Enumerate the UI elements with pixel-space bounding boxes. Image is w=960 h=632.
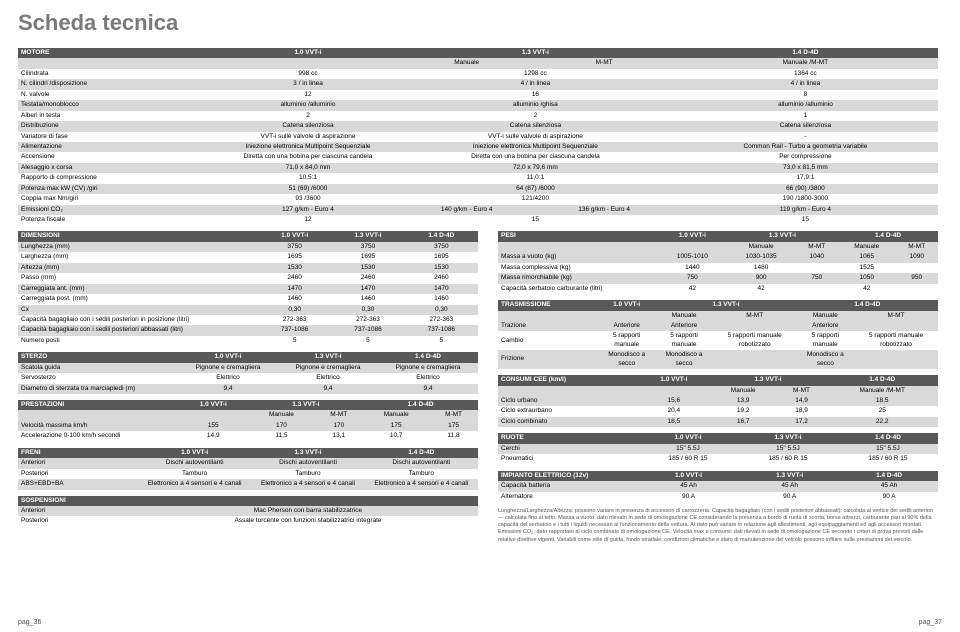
table-row: Capacità bagagliaio con i sedili posteri… [18,325,478,335]
table-row: Massa complessiva (kg)144014801525 [498,263,938,273]
prestazioni-table: PRESTAZIONI1.0 VVT-i1.3 VVT-i1.4 D-4D Ma… [18,400,478,442]
page-number-left: pag_36 [18,619,41,626]
table-row: Cx0,300,300,30 [18,305,478,315]
table-row: Coppia max Nm/giri93 /3600121/4200190 /1… [18,194,938,204]
page-number-right: pag_37 [919,619,942,626]
table-row: AccensioneDiretta con una bobina per cia… [18,152,938,162]
footnote: Lunghezza/Larghezza/Altezza: possono var… [498,508,938,544]
table-row: Ciclo urbano15,613,914,918,5 [498,396,938,406]
table-row: ABS+EBD+BAElettronico a 4 sensori e 4 ca… [18,479,478,489]
table-row: Cerchi15" 5.5J15" 5.5J15" 5.5J [498,444,938,454]
table-row: Alberi in testa221 [18,111,938,121]
table-row: Massa rimorchiabile (kg)7509007501050950 [498,273,938,283]
table-row: Altezza (mm)153015301530 [18,263,478,273]
motore-subheader: Manuale M-MT Manuale /M-MT [18,58,938,68]
consumi-table: CONSUMI CEE (km/l)1.0 VVT-i1.3 VVT-i1.4 … [498,375,938,427]
table-row: Capacità bagagliaio con i sedili posteri… [18,315,478,325]
sospensioni-table: SOSPENSIONI AnterioriMac Pherson con bar… [18,496,478,527]
table-row: Testata/monobloccoalluminio /alluminioal… [18,100,938,110]
table-row: AnterioriMac Pherson con barra stabilizz… [18,506,478,516]
table-row: Passo (mm)246024602460 [18,273,478,283]
table-row: Numero posti555 [18,336,478,346]
table-row: FrizioneMonodisco a seccoMonodisco a sec… [498,350,938,369]
table-row: Potenza max kW (CV) /giri51 (69) /600064… [18,184,938,194]
motore-table: MOTORE 1.0 VVT-i 1.3 VVT-i 1.4 D-4D Manu… [18,48,938,225]
table-row: TrazioneAnterioreAnterioreAnteriore [498,321,938,331]
impianto-table: IMPIANTO ELETTRICO (12v)1.0 VVT-i1.3 VVT… [498,471,938,502]
table-row: Carreggiata ant. (mm)147014701470 [18,284,478,294]
table-row: Velocità massima km/h155170170175175 [18,421,478,431]
table-row: PosterioriAssale torcente con funzioni s… [18,516,478,526]
table-row: Accelerazione 0-100 km/h secondi14,911,5… [18,431,478,441]
table-row: Larghezza (mm)169516951695 [18,252,478,262]
table-row: Rapporto di compressione10,5:111,0:117,9… [18,173,938,183]
table-row: Ciclo combinato18,516,717,222,2 [498,417,938,427]
table-row: Alternatore90 A90 A90 A [498,492,938,502]
table-row: Potenza fiscale121515 [18,215,938,225]
table-row: Massa a vuoto (kg)1005-10101030-10351040… [498,252,938,262]
table-row: N. valvole12168 [18,90,938,100]
table-row: Cambio5 rapporti manuale5 rapporti manua… [498,331,938,350]
table-row: Capacità serbatoio carburante (litri)424… [498,284,938,294]
ruote-table: RUOTE1.0 VVT-i1.3 VVT-i1.4 D-4D Cerchi15… [498,433,938,464]
table-row: ServosterzoElettricoElettricoElettrico [18,373,478,383]
table-row: Alesaggio x corsa71,0 x 84,0 mm72,0 x 79… [18,163,938,173]
trasmissione-table: TRASMISSIONE1.0 VVT-i1.3 VVT-i1.4 D-4D M… [498,300,938,369]
table-row: Cilindrata998 cc1298 cc1364 cc [18,69,938,79]
table-row: AnterioriDischi autoventilantiDischi aut… [18,458,478,468]
table-row: Emissioni CO₂127 g/km - Euro 4140 g/km -… [18,205,938,215]
table-row: Carreggiata post. (mm)146014601460 [18,294,478,304]
table-row: Pneumatici185 / 60 R 15185 / 60 R 15185 … [498,454,938,464]
table-row: Scatola guidaPignone e cremaglieraPignon… [18,363,478,373]
dimensioni-table: DIMENSIONI1.0 VVT-i1.3 VVT-i1.4 D-4D Lun… [18,231,478,346]
table-row: PosterioriTamburoTamburoTamburo [18,469,478,479]
sterzo-table: STERZO1.0 VVT-i1.3 VVT-i1.4 D-4D Scatola… [18,352,478,394]
table-row: Ciclo extraurbano20,419,218,925 [498,406,938,416]
freni-table: FRENI1.0 VVT-i1.3 VVT-i1.4 D-4D Anterior… [18,448,478,490]
table-row: N. cilindri /disposizione3 / in linea4 /… [18,79,938,89]
table-row: Variatore di faseVVT-i sulle valvole di … [18,132,938,142]
table-row: Capacità batteria45 Ah45 Ah45 Ah [498,481,938,491]
table-row: Diametro di sterzata tra marciapiedi (m)… [18,384,478,394]
motore-header: MOTORE 1.0 VVT-i 1.3 VVT-i 1.4 D-4D [18,48,938,58]
pesi-table: PESI1.0 VVT-i1.3 VVT-i1.4 D-4D ManualeM-… [498,231,938,294]
table-row: AlimentazioneIniezione elettronica Multi… [18,142,938,152]
table-row: Lunghezza (mm)375037503750 [18,242,478,252]
table-row: DistribuzioneCatena silenziosaCatena sil… [18,121,938,131]
page-title: Scheda tecnica [18,10,942,36]
